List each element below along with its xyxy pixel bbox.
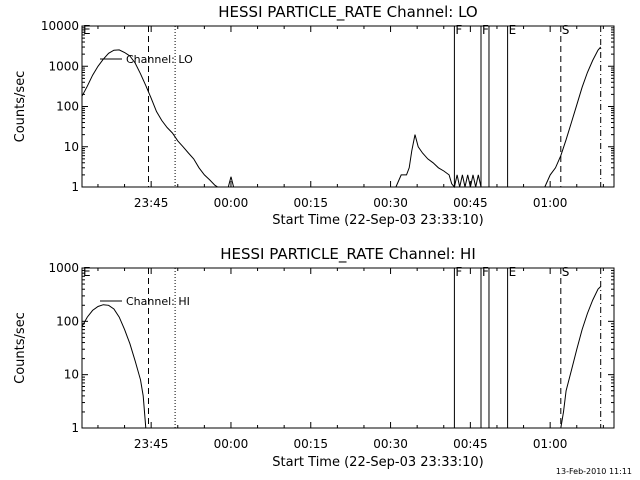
x-tick-label: 00:15: [293, 437, 328, 451]
y-tick-label: 10: [64, 140, 79, 154]
plot-frame: [81, 267, 615, 429]
marker-label: F: [482, 23, 489, 37]
x-tick-label: 23:45: [134, 437, 169, 451]
y-axis-label: Counts/sec: [13, 312, 28, 384]
x-tick-label: 00:15: [293, 196, 328, 210]
y-tick-label: 1: [71, 421, 79, 435]
x-tick-label: 01:00: [533, 196, 568, 210]
series-line: [81, 49, 218, 188]
x-tick-label: 00:30: [373, 196, 408, 210]
y-tick-label: 10: [64, 368, 79, 382]
y-tick-label: 1000: [48, 261, 79, 275]
chart-panel-1: HESSI PARTICLE_RATE Channel: HI 23:45 00:0…: [13, 245, 615, 470]
y-axis-label: Counts/sec: [13, 71, 28, 143]
legend-label: Channel: LO: [126, 53, 193, 66]
y-tick-label: 1000: [48, 59, 79, 73]
marker-label: S: [562, 265, 570, 279]
series-line: [395, 134, 482, 189]
x-tick-label: 00:45: [453, 437, 488, 451]
x-axis-label: Start Time (22-Sep-03 23:33:10): [272, 455, 483, 470]
marker-label: E: [83, 265, 91, 279]
marker-label: F: [455, 23, 462, 37]
marker-label: E: [83, 23, 91, 37]
marker-label: F: [482, 265, 489, 279]
x-tick-label: 00:30: [373, 437, 408, 451]
marker-label: E: [509, 265, 517, 279]
marker-label: E: [509, 23, 517, 37]
plot-frame: [81, 25, 615, 188]
chart-title: HESSI PARTICLE_RATE Channel: LO: [218, 3, 477, 22]
y-tick-label: 100: [56, 314, 79, 328]
chart-title: HESSI PARTICLE_RATE Channel: HI: [220, 245, 476, 264]
series-line: [227, 176, 235, 188]
legend-label: Channel: HI: [126, 295, 190, 308]
chart-panel-0: HESSI PARTICLE_RATE Channel: LO 23:45 00:0…: [13, 3, 615, 228]
y-tick-label: 10000: [41, 19, 79, 33]
series-line: [81, 304, 147, 429]
marker-label: S: [562, 23, 570, 37]
series-line: [560, 286, 602, 429]
x-axis-label: Start Time (22-Sep-03 23:33:10): [272, 213, 483, 228]
series-line: [544, 46, 602, 188]
marker-label: F: [455, 265, 462, 279]
x-tick-label: 23:45: [134, 196, 169, 210]
x-tick-label: 00:45: [453, 196, 488, 210]
x-tick-label: 00:00: [214, 437, 249, 451]
footer-timestamp: 13-Feb-2010 11:11: [555, 467, 632, 476]
y-tick-label: 100: [56, 100, 79, 114]
x-tick-label: 01:00: [533, 437, 568, 451]
y-tick-label: 1: [71, 180, 79, 194]
x-tick-label: 00:00: [214, 196, 249, 210]
